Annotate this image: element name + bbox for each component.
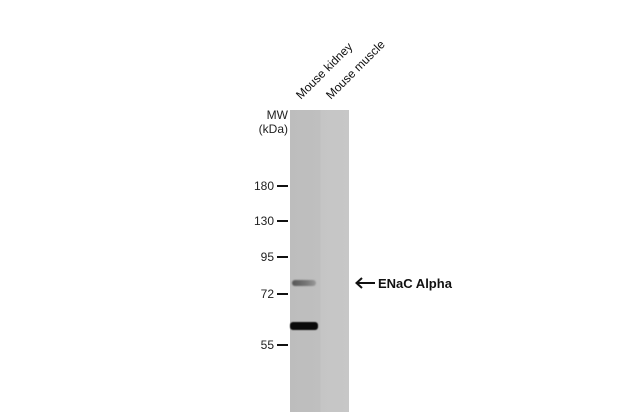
marker-tick [277,185,288,187]
band-lower-strong [290,322,318,330]
marker-tick [277,220,288,222]
marker-tick [277,293,288,295]
marker-label: 55 [260,338,274,352]
marker-tick [277,344,288,346]
blot-membrane [290,110,349,412]
band-enac-alpha [292,280,316,286]
marker-72: 72 [240,287,288,301]
kda-label: (kDa) [258,122,288,136]
marker-label: 72 [260,287,274,301]
left-arrow-icon [355,277,375,289]
marker-55: 55 [240,338,288,352]
marker-130: 130 [240,214,288,228]
marker-180: 180 [240,179,288,193]
mw-label: MW [266,108,288,122]
target-protein-label: ENaC Alpha [378,276,452,291]
marker-tick [277,256,288,258]
marker-label: 180 [253,179,274,193]
marker-95: 95 [240,250,288,264]
mw-header: MW (kDa) [250,108,288,136]
marker-label: 130 [253,214,274,228]
marker-label: 95 [260,250,274,264]
